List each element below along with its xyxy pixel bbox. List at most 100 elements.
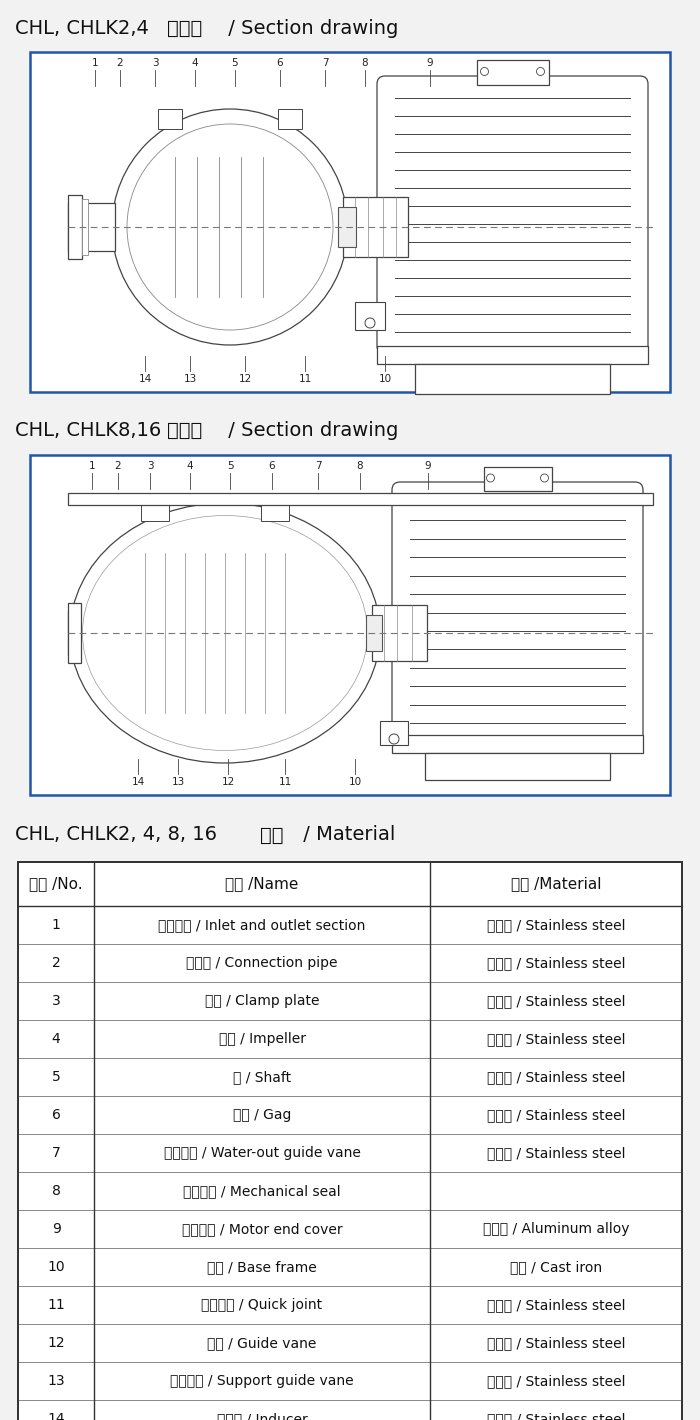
Circle shape xyxy=(540,474,549,481)
Text: 14: 14 xyxy=(139,373,152,383)
Text: 名称 /Name: 名称 /Name xyxy=(225,876,299,892)
Text: 11: 11 xyxy=(279,777,292,787)
Text: 不锈锂 / Stainless steel: 不锈锂 / Stainless steel xyxy=(486,994,625,1008)
Text: 4: 4 xyxy=(192,58,198,68)
Text: 不锈锂 / Stainless steel: 不锈锂 / Stainless steel xyxy=(486,1298,625,1312)
Text: 不锈锂 / Stainless steel: 不锈锂 / Stainless steel xyxy=(486,1032,625,1047)
Bar xyxy=(30,454,670,795)
FancyBboxPatch shape xyxy=(377,77,648,354)
Bar xyxy=(68,195,82,258)
Bar xyxy=(343,197,408,257)
Text: 3: 3 xyxy=(152,58,158,68)
Bar xyxy=(355,302,385,329)
Circle shape xyxy=(486,474,494,481)
Text: 材料 /Material: 材料 /Material xyxy=(510,876,601,892)
Bar xyxy=(477,60,549,85)
Circle shape xyxy=(112,109,348,345)
Text: 不锈锂 / Stainless steel: 不锈锂 / Stainless steel xyxy=(486,1146,625,1160)
Text: CHL, CHLK2, 4, 8, 16: CHL, CHLK2, 4, 8, 16 xyxy=(15,825,223,845)
Text: 7: 7 xyxy=(52,1146,61,1160)
Text: 5: 5 xyxy=(227,462,233,471)
Text: 导流器 / Inducer: 导流器 / Inducer xyxy=(216,1411,307,1420)
Text: 8: 8 xyxy=(362,58,368,68)
Bar xyxy=(68,493,653,506)
Text: 压板 / Clamp plate: 压板 / Clamp plate xyxy=(205,994,319,1008)
Text: 铸铁 / Cast iron: 铸铁 / Cast iron xyxy=(510,1260,602,1274)
Text: 铝合金 / Aluminum alloy: 铝合金 / Aluminum alloy xyxy=(482,1223,629,1235)
Bar xyxy=(392,736,643,753)
Text: / Material: / Material xyxy=(297,825,396,845)
Text: 7: 7 xyxy=(315,462,321,471)
Bar xyxy=(377,346,648,364)
Text: / Section drawing: / Section drawing xyxy=(222,420,398,440)
Text: 不锈锂 / Stainless steel: 不锈锂 / Stainless steel xyxy=(486,1108,625,1122)
Bar xyxy=(425,753,610,780)
Bar xyxy=(68,203,115,251)
Text: 7: 7 xyxy=(322,58,328,68)
Bar xyxy=(380,625,400,640)
Text: 6: 6 xyxy=(269,462,275,471)
Text: CHL, CHLK8,16: CHL, CHLK8,16 xyxy=(15,420,161,440)
Text: 12: 12 xyxy=(221,777,234,787)
Text: / Section drawing: / Section drawing xyxy=(222,18,398,37)
Bar xyxy=(68,611,75,655)
Text: 材料: 材料 xyxy=(260,825,284,845)
Text: 13: 13 xyxy=(172,777,185,787)
Text: 1: 1 xyxy=(89,462,95,471)
Circle shape xyxy=(480,68,489,75)
Text: 10: 10 xyxy=(349,777,362,787)
Text: CHL, CHLK2,4: CHL, CHLK2,4 xyxy=(15,18,155,37)
Text: 12: 12 xyxy=(48,1336,65,1350)
Text: 不锈锂 / Stainless steel: 不锈锂 / Stainless steel xyxy=(486,917,625,932)
Bar xyxy=(380,721,408,746)
Circle shape xyxy=(536,68,545,75)
Text: 6: 6 xyxy=(52,1108,61,1122)
Text: 进出水段 / Inlet and outlet section: 进出水段 / Inlet and outlet section xyxy=(158,917,365,932)
Text: 8: 8 xyxy=(52,1184,61,1198)
Text: 9: 9 xyxy=(425,462,431,471)
Text: 序号 /No.: 序号 /No. xyxy=(29,876,83,892)
Text: 快速接头 / Quick joint: 快速接头 / Quick joint xyxy=(202,1298,323,1312)
Text: 不锈锂 / Stainless steel: 不锈锂 / Stainless steel xyxy=(486,1411,625,1420)
Bar xyxy=(261,503,289,521)
Text: 13: 13 xyxy=(48,1375,65,1387)
Bar xyxy=(18,862,682,1420)
Bar xyxy=(338,207,356,247)
Text: 2: 2 xyxy=(115,462,121,471)
Bar xyxy=(415,364,610,393)
Text: 支撑导叶 / Support guide vane: 支撑导叶 / Support guide vane xyxy=(170,1375,354,1387)
Text: 8: 8 xyxy=(357,462,363,471)
Text: 12: 12 xyxy=(239,373,251,383)
Text: 9: 9 xyxy=(427,58,433,68)
Text: 不锈锂 / Stainless steel: 不锈锂 / Stainless steel xyxy=(486,1336,625,1350)
Bar xyxy=(158,109,182,129)
Text: 4: 4 xyxy=(52,1032,61,1047)
Bar xyxy=(68,604,81,663)
Text: 不锈锂 / Stainless steel: 不锈锂 / Stainless steel xyxy=(486,956,625,970)
Text: 1: 1 xyxy=(92,58,98,68)
Text: 不锈锂 / Stainless steel: 不锈锂 / Stainless steel xyxy=(486,1071,625,1083)
Text: 机械密封 / Mechanical seal: 机械密封 / Mechanical seal xyxy=(183,1184,341,1198)
Bar xyxy=(366,615,382,650)
Text: 3: 3 xyxy=(52,994,61,1008)
Text: 3: 3 xyxy=(147,462,153,471)
Text: 不锈锂 / Stainless steel: 不锈锂 / Stainless steel xyxy=(486,1375,625,1387)
Text: 截面图: 截面图 xyxy=(167,18,202,37)
Text: 10: 10 xyxy=(48,1260,65,1274)
Text: 13: 13 xyxy=(183,373,197,383)
Bar xyxy=(484,467,552,491)
Ellipse shape xyxy=(70,503,380,763)
Text: 底座 / Base frame: 底座 / Base frame xyxy=(207,1260,317,1274)
FancyBboxPatch shape xyxy=(392,481,643,743)
Bar xyxy=(18,862,682,1420)
Text: 11: 11 xyxy=(298,373,312,383)
Text: 11: 11 xyxy=(48,1298,65,1312)
Text: 轴 / Shaft: 轴 / Shaft xyxy=(233,1071,291,1083)
Bar xyxy=(30,53,670,392)
Text: 2: 2 xyxy=(117,58,123,68)
Text: 5: 5 xyxy=(52,1071,61,1083)
Text: 叶轮 / Impeller: 叶轮 / Impeller xyxy=(218,1032,305,1047)
Text: 堵头 / Gag: 堵头 / Gag xyxy=(233,1108,291,1122)
Text: 9: 9 xyxy=(52,1223,61,1235)
Text: 6: 6 xyxy=(276,58,284,68)
